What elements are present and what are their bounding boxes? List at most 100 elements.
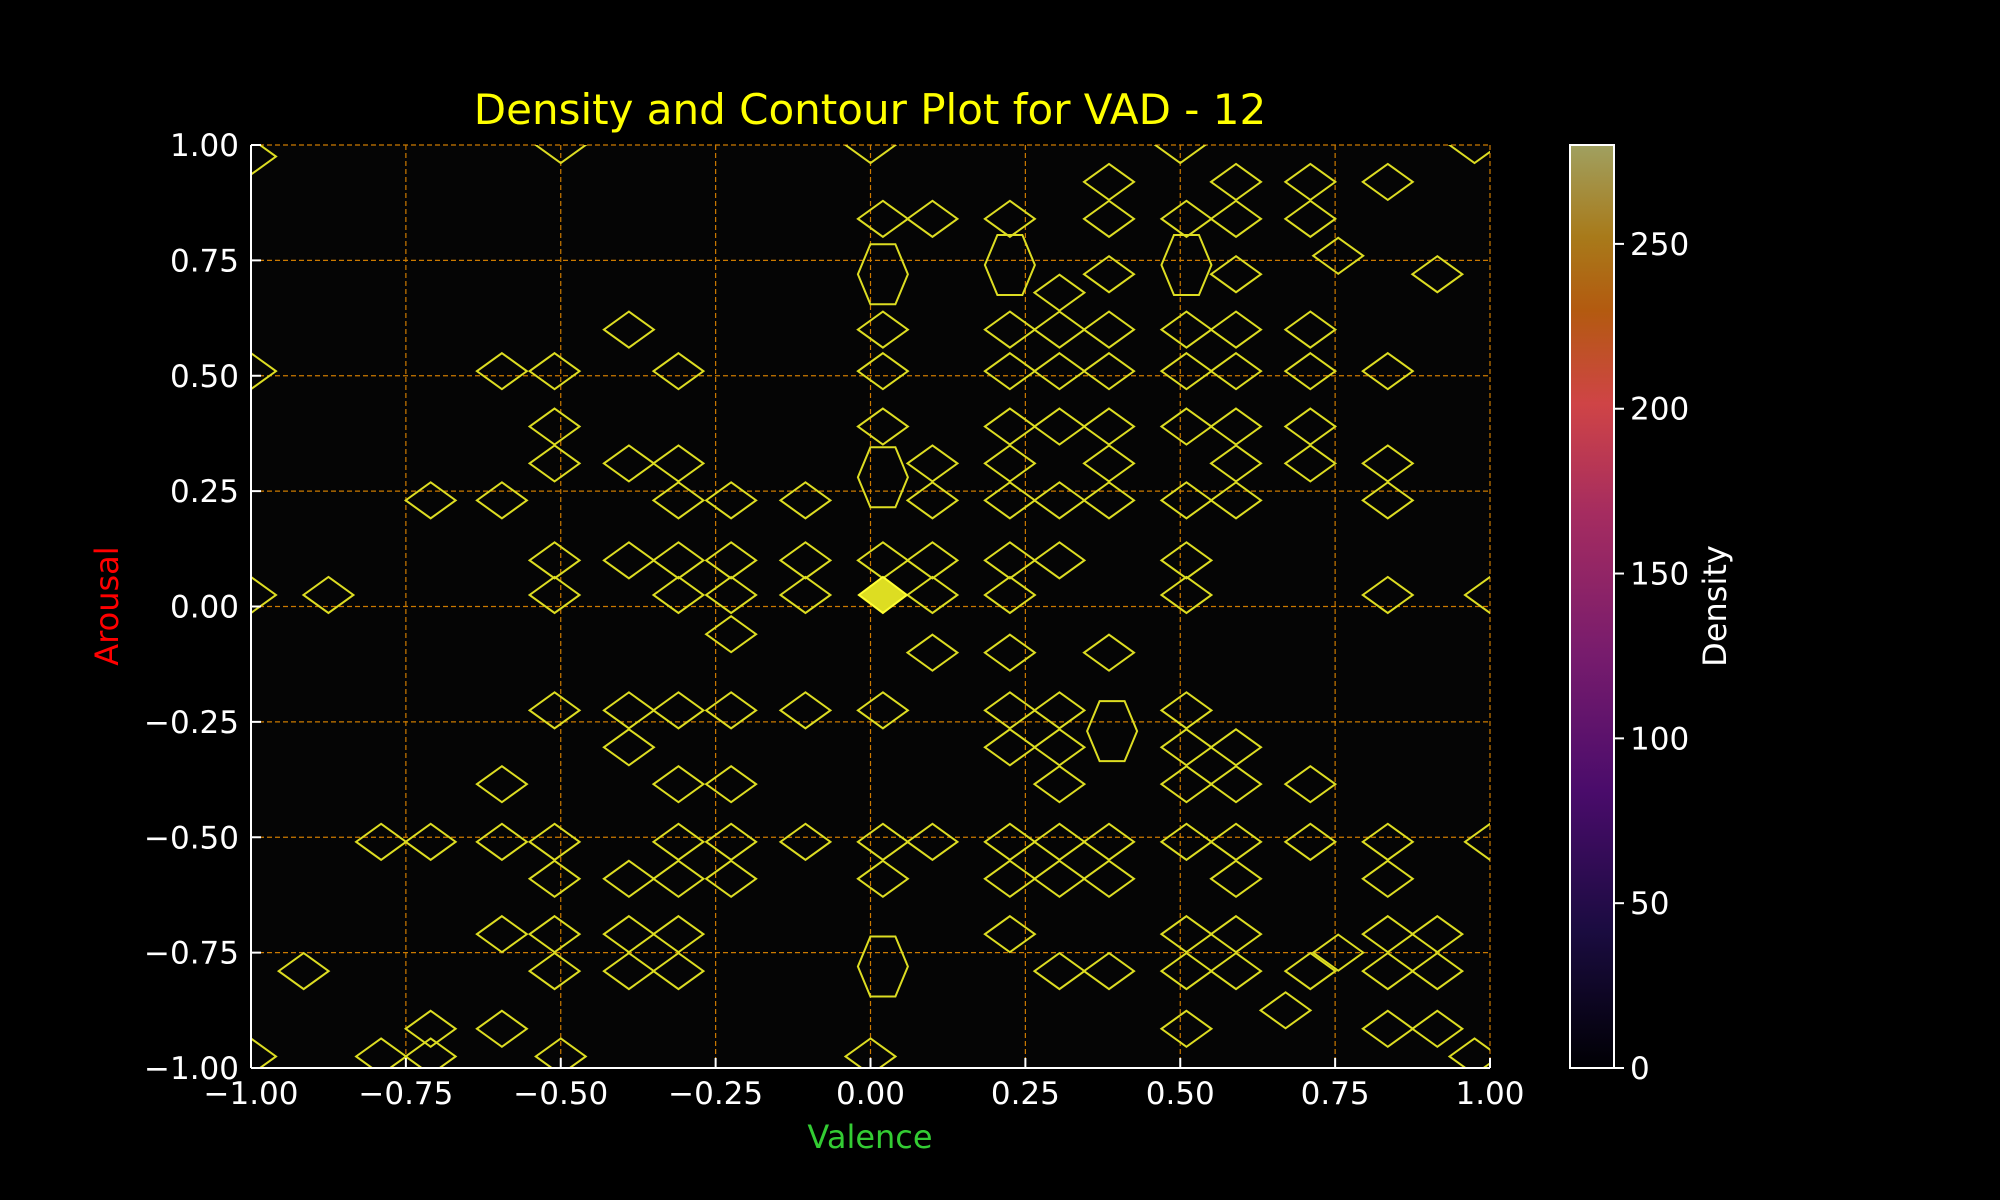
contour-ring <box>354 822 408 862</box>
contour-ring-large <box>983 233 1036 296</box>
contour-ring <box>983 728 1037 767</box>
contour-ring <box>602 951 656 991</box>
contour-ring <box>983 859 1037 899</box>
colorbar-tick-label: 150 <box>1630 557 1689 593</box>
contour-ring <box>251 145 278 176</box>
contour-ring <box>983 481 1037 520</box>
contour-ring <box>1082 254 1136 294</box>
contour-ring <box>1209 859 1263 899</box>
contour-ring <box>1153 145 1207 165</box>
contour-ring <box>1159 199 1214 239</box>
y-tick-label: 0.25 <box>170 474 239 510</box>
contour-ring <box>403 1009 458 1049</box>
contour-ring <box>704 691 758 730</box>
contour-ring <box>527 351 582 391</box>
contour-ring <box>1159 407 1214 446</box>
contour-ring <box>905 481 960 520</box>
y-axis-label: Arousal <box>88 546 126 665</box>
contour-ring <box>1361 481 1415 520</box>
contour-ring <box>651 575 706 615</box>
colorbar-tick-label: 0 <box>1630 1051 1650 1087</box>
contour-ring <box>1209 481 1263 520</box>
contour-ring <box>1082 633 1136 672</box>
y-tick-label: 1.00 <box>170 128 239 164</box>
colorbar-tick-label: 200 <box>1630 392 1689 428</box>
colorbar-tick-label: 100 <box>1630 721 1689 757</box>
contour-ring <box>1410 951 1465 991</box>
contour-ring <box>983 633 1037 672</box>
contour-ring <box>1032 951 1087 991</box>
contour-ring <box>905 575 960 615</box>
contour-ring <box>1032 859 1087 899</box>
contour-ring <box>1082 951 1136 991</box>
contour-ring <box>1032 541 1087 580</box>
contour-ring <box>1283 199 1338 239</box>
contour-ring <box>778 691 833 730</box>
contour-ring <box>1447 145 1490 165</box>
contour-ring <box>403 481 458 520</box>
x-tick-label: −0.50 <box>513 1076 608 1112</box>
y-tick-label: −0.50 <box>144 820 239 856</box>
contour-ring <box>1032 310 1087 349</box>
contour-ring <box>704 764 758 804</box>
contour-ring <box>602 859 656 899</box>
contour-ring <box>856 859 910 899</box>
contour-ring <box>251 575 278 615</box>
contour-ring <box>1283 310 1338 349</box>
y-tick-label: −1.00 <box>144 1051 239 1087</box>
contour-ring <box>905 199 960 239</box>
contour-ring <box>602 541 656 580</box>
contour-ring <box>905 822 960 862</box>
contour-ring <box>1032 481 1087 520</box>
contour-ring <box>534 1037 588 1068</box>
contour-ring <box>704 541 758 580</box>
contour-ring <box>983 351 1037 391</box>
contour-ring <box>1032 407 1087 446</box>
contour-ring <box>856 351 910 391</box>
colorbar-label: Density <box>1696 545 1734 667</box>
contour-ring <box>527 541 582 580</box>
contour-ring <box>1159 541 1214 580</box>
contour-ring <box>1159 351 1214 391</box>
contour-ring <box>1082 199 1136 239</box>
chart-title: Density and Contour Plot for VAD - 12 <box>474 85 1266 134</box>
contour-ring <box>475 1009 529 1049</box>
contour-ring <box>1283 764 1338 804</box>
contour-ring <box>475 822 529 862</box>
contour-ring <box>1209 351 1263 391</box>
contour-ring <box>843 145 898 165</box>
contour-ring <box>856 407 910 446</box>
contour-ring <box>1082 351 1136 391</box>
density-peak <box>857 575 909 615</box>
contour-ring <box>475 914 529 954</box>
contour-ring <box>403 1037 458 1068</box>
contour-ring <box>778 541 833 580</box>
contour-ring <box>651 859 706 899</box>
contour-ring <box>602 444 656 483</box>
contour-ring <box>602 310 656 349</box>
contour-ring <box>475 764 529 804</box>
contour-ring-large <box>856 935 909 998</box>
y-tick-label: 0.50 <box>170 359 239 395</box>
colorbar-gradient <box>1569 144 1615 1069</box>
contour-ring <box>1311 236 1365 275</box>
contour-ring <box>651 351 706 391</box>
contour-ring <box>527 444 582 483</box>
contour-ring <box>905 633 960 672</box>
contour-ring <box>527 691 582 730</box>
contour-ring <box>1410 1009 1465 1049</box>
contour-ring <box>534 145 588 165</box>
x-tick-label: −1.00 <box>204 1076 299 1112</box>
x-tick-label: 0.25 <box>991 1076 1060 1112</box>
contour-ring <box>905 541 960 580</box>
x-tick-label: −0.75 <box>358 1076 453 1112</box>
contour-ring <box>475 351 529 391</box>
y-tick-label: −0.25 <box>144 705 239 741</box>
x-tick-label: 1.00 <box>1455 1076 1524 1112</box>
contour-ring <box>1311 933 1365 972</box>
contour-ring <box>251 351 278 391</box>
y-tick-label: −0.75 <box>144 936 239 972</box>
contour-ring <box>778 575 833 615</box>
contour-ring <box>1361 351 1415 391</box>
